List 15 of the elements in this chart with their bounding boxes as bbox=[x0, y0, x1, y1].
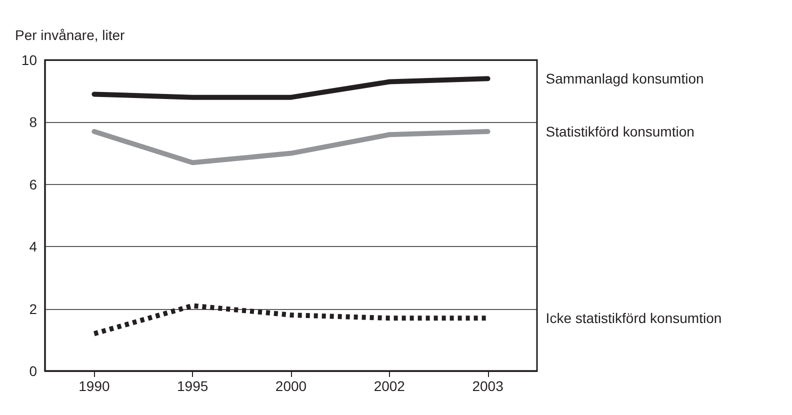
x-tick-label: 2003 bbox=[472, 378, 504, 394]
text: Sammanlagd konsumtion bbox=[546, 70, 704, 87]
y-tick-label: 0 bbox=[29, 363, 38, 379]
y-axis-title: Per invånare, liter bbox=[15, 27, 126, 43]
x-tick-label: 2002 bbox=[374, 378, 406, 394]
text: Icke statistikförd konsumtion bbox=[546, 310, 722, 326]
y-tick-label: 10 bbox=[21, 52, 38, 68]
text: Statistikförd konsumtion bbox=[546, 124, 694, 140]
y-tick-label: 2 bbox=[29, 300, 38, 317]
x-tick-label: 2000 bbox=[275, 378, 307, 394]
y-tick-label: 8 bbox=[29, 114, 38, 130]
y-tick-label: 6 bbox=[29, 176, 38, 192]
y-tick-label: 4 bbox=[29, 238, 38, 255]
x-tick-label: 1995 bbox=[177, 378, 208, 394]
x-tick-label: 1990 bbox=[78, 378, 110, 394]
